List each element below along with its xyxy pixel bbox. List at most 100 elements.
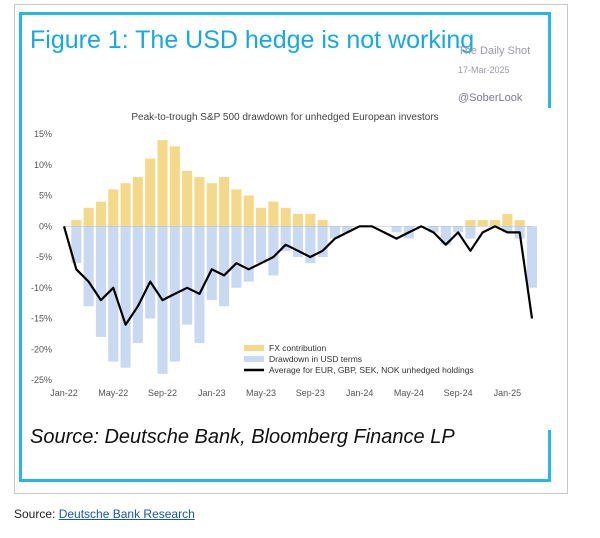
y-tick-label: -5% (36, 252, 52, 262)
average-line-layer (62, 225, 534, 326)
accent-border-top (19, 12, 551, 15)
legend-swatch-usd (244, 356, 264, 362)
fx-contribution-bar (169, 146, 180, 227)
fx-contribution-bar (206, 183, 217, 227)
usd-drawdown-bar (132, 226, 143, 344)
usd-drawdown-bar (342, 226, 353, 233)
fx-contribution-bar (280, 207, 291, 227)
y-tick-label: 10% (34, 160, 52, 170)
x-tick-label: May-22 (98, 388, 128, 398)
x-tick-label: Sep-24 (444, 388, 473, 398)
y-axis-ticks: 15% 10% 5% 0% -5% -10% -15% -20% -25% (31, 129, 52, 385)
fx-contribution-bar (477, 220, 488, 227)
y-tick-label: -25% (31, 375, 52, 385)
y-tick-label: 0% (39, 221, 52, 231)
x-tick-label: Jan-23 (198, 388, 226, 398)
fx-contribution-bar (95, 201, 106, 227)
x-tick-label: Jan-22 (50, 388, 78, 398)
legend-entry-label: FX contribution (269, 343, 326, 353)
x-tick-label: Sep-23 (296, 388, 325, 398)
usd-drawdown-bar (182, 226, 193, 325)
usd-drawdown-bar (231, 226, 242, 288)
fx-contribution-bar (120, 183, 131, 227)
usd-drawdown-bar (120, 226, 131, 368)
x-tick-label: Sep-22 (148, 388, 177, 398)
usd-drawdown-bar (108, 226, 119, 362)
usd-drawdown-bar (453, 226, 464, 233)
fx-contribution-bar (317, 220, 328, 227)
usd-drawdown-bar (428, 226, 439, 233)
footer-label: Source: (14, 507, 56, 521)
accent-border-left (19, 12, 22, 482)
y-tick-label: -10% (31, 283, 52, 293)
usd-drawdown-bar (256, 226, 267, 264)
legend-entry-label: Drawdown in USD terms (269, 354, 362, 364)
usd-drawdown-bar (71, 226, 82, 264)
usd-drawdown-bar (95, 226, 106, 337)
usd-drawdown-bar (465, 226, 476, 239)
fx-contribution-bar (71, 220, 82, 227)
usd-drawdown-bar (329, 226, 340, 239)
x-tick-label: May-24 (394, 388, 424, 398)
fx-contribution-bar (194, 177, 205, 227)
fx-contribution-bar (132, 177, 143, 227)
fx-contribution-bar (305, 213, 316, 227)
fx-contribution-bar (145, 158, 156, 227)
fx-contribution-bar (108, 189, 119, 227)
accent-border-bottom-right (548, 430, 551, 482)
legend-swatch-fx (244, 345, 264, 351)
y-tick-label: 5% (39, 191, 52, 201)
usd-drawdown-bar (206, 226, 217, 301)
figure-title: Figure 1: The USD hedge is not working (30, 26, 475, 54)
y-tick-label: -15% (31, 314, 52, 324)
usd-drawdown-bar (194, 226, 205, 344)
fx-contribution-bar (268, 201, 279, 227)
fx-contribution-bar (231, 189, 242, 227)
usd-drawdown-bar (219, 226, 230, 307)
fx-contribution-bar (256, 207, 267, 227)
watermark-name: The Daily Shot (458, 45, 531, 57)
watermark-handle: @SoberLook (458, 92, 523, 104)
usd-drawdown-bar (268, 226, 279, 276)
fx-contribution-bar (502, 213, 513, 227)
usd-drawdown-bar (526, 226, 538, 288)
usd-drawdown-bar (292, 226, 304, 257)
usd-drawdown-bar (317, 226, 328, 257)
y-tick-label: -20% (31, 344, 52, 354)
fx-contribution-bar (157, 140, 168, 227)
drawdown-chart: Peak-to-trough S&P 500 drawdown for unhe… (31, 112, 538, 398)
fx-contribution-bar (490, 220, 501, 227)
footer-source-link[interactable]: Deutsche Bank Research (58, 507, 195, 521)
usd-drawdown-bar (280, 226, 291, 251)
average-unhedged-line (62, 225, 534, 326)
watermark-date: 17-Mar-2025 (458, 65, 510, 75)
y-tick-label: 15% (34, 129, 52, 139)
fx-contribution-area (71, 140, 525, 227)
source-caption: Source: Deutsche Bank, Bloomberg Finance… (30, 426, 455, 448)
fx-contribution-bar (514, 220, 525, 227)
figure-frame (14, 4, 568, 494)
fx-contribution-bar (182, 170, 193, 227)
usd-drawdown-bar (145, 226, 156, 319)
accent-border-bottom (19, 479, 551, 482)
accent-border-right (548, 12, 551, 108)
chart-title: Peak-to-trough S&P 500 drawdown for unhe… (131, 112, 438, 123)
usd-drawdown-bar (440, 226, 451, 245)
usd-drawdown-bar (243, 226, 254, 282)
usd-drawdown-bar (305, 226, 316, 264)
fx-contribution-bar (465, 220, 476, 227)
fx-contribution-bar (243, 195, 254, 227)
usd-drawdown-bar (502, 226, 513, 233)
fx-contribution-bar (219, 177, 230, 227)
legend-entry-label: Average for EUR, GBP, SEK, NOK unhedged … (269, 365, 474, 375)
fx-contribution-bar (83, 207, 94, 227)
x-axis-ticks: Jan-22 May-22 Sep-22 Jan-23 May-23 Sep-23 Jan-… (50, 388, 521, 398)
usd-drawdown-area (71, 226, 538, 374)
fx-contribution-bar (292, 213, 304, 227)
x-tick-label: May-23 (246, 388, 276, 398)
x-tick-label: Jan-25 (494, 388, 522, 398)
usd-drawdown-bar (391, 226, 402, 233)
footer-source: Source: Deutsche Bank Research (14, 507, 195, 521)
usd-drawdown-bar (83, 226, 94, 307)
